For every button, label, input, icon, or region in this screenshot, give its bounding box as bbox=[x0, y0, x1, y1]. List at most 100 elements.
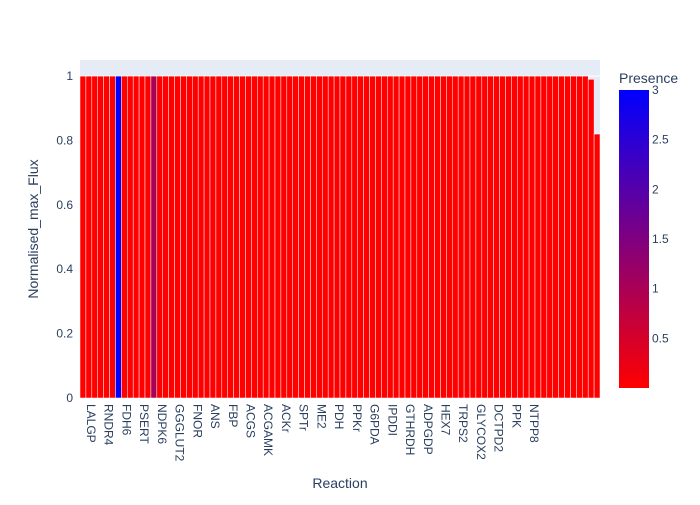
bar[interactable] bbox=[180, 75, 187, 399]
bar[interactable] bbox=[251, 75, 258, 399]
bar[interactable] bbox=[138, 75, 146, 399]
bar[interactable] bbox=[398, 75, 406, 399]
bar[interactable] bbox=[511, 75, 518, 399]
bar[interactable] bbox=[215, 75, 223, 399]
bar[interactable] bbox=[410, 75, 418, 399]
bar[interactable] bbox=[487, 75, 494, 399]
bar[interactable] bbox=[428, 75, 435, 399]
bar[interactable] bbox=[186, 75, 193, 399]
bar[interactable] bbox=[203, 75, 211, 399]
bar[interactable] bbox=[233, 75, 240, 399]
bar[interactable] bbox=[257, 75, 264, 399]
x-tick-label: LALGP bbox=[84, 404, 98, 443]
bar[interactable] bbox=[345, 75, 353, 399]
bar[interactable] bbox=[434, 75, 441, 399]
bar[interactable] bbox=[162, 75, 169, 399]
bar[interactable] bbox=[392, 75, 400, 399]
bar[interactable] bbox=[274, 75, 282, 399]
bar[interactable] bbox=[422, 75, 429, 399]
y-tick-label: 0.6 bbox=[56, 198, 73, 212]
bar[interactable] bbox=[493, 75, 500, 399]
x-tick-label: ADPGDP bbox=[421, 404, 435, 455]
bar[interactable] bbox=[168, 75, 175, 399]
bar[interactable] bbox=[144, 75, 152, 399]
bar[interactable] bbox=[115, 75, 122, 399]
bar[interactable] bbox=[85, 75, 93, 399]
y-tick-label: 0.8 bbox=[56, 133, 73, 147]
bar[interactable] bbox=[469, 75, 477, 399]
x-tick-label: ME2 bbox=[314, 404, 328, 429]
bar[interactable] bbox=[546, 75, 553, 399]
bar[interactable] bbox=[156, 75, 163, 399]
bar[interactable] bbox=[127, 75, 134, 399]
bar[interactable] bbox=[298, 75, 305, 399]
bar[interactable] bbox=[79, 75, 87, 399]
bar[interactable] bbox=[481, 75, 488, 399]
bar[interactable] bbox=[475, 75, 483, 399]
bar[interactable] bbox=[387, 75, 394, 399]
bar[interactable] bbox=[587, 79, 595, 399]
bar[interactable] bbox=[463, 75, 471, 399]
bar[interactable] bbox=[316, 75, 323, 399]
bar[interactable] bbox=[522, 75, 530, 399]
bar[interactable] bbox=[174, 75, 181, 399]
bar[interactable] bbox=[452, 75, 459, 399]
bar[interactable] bbox=[121, 75, 128, 399]
bar[interactable] bbox=[357, 75, 364, 399]
bar[interactable] bbox=[416, 75, 423, 399]
bar[interactable] bbox=[505, 75, 512, 399]
bar[interactable] bbox=[564, 75, 571, 399]
bar[interactable] bbox=[558, 75, 565, 399]
bar[interactable] bbox=[91, 75, 98, 399]
bar[interactable] bbox=[103, 75, 110, 399]
bar[interactable] bbox=[192, 75, 199, 399]
bar[interactable] bbox=[363, 75, 370, 399]
bar[interactable] bbox=[528, 75, 536, 399]
bars-group[interactable] bbox=[79, 75, 601, 399]
bar[interactable] bbox=[239, 75, 246, 399]
bar[interactable] bbox=[97, 75, 104, 399]
bar[interactable] bbox=[351, 75, 358, 399]
bar[interactable] bbox=[268, 75, 276, 399]
bar[interactable] bbox=[132, 75, 140, 399]
bar[interactable] bbox=[440, 75, 447, 399]
y-tick-label: 1 bbox=[66, 69, 73, 83]
bar[interactable] bbox=[381, 75, 388, 399]
bar[interactable] bbox=[286, 75, 293, 399]
bar[interactable] bbox=[322, 75, 329, 399]
bar[interactable] bbox=[109, 75, 116, 399]
bar[interactable] bbox=[369, 75, 376, 399]
bar[interactable] bbox=[517, 75, 524, 399]
y-axis-ticks: 0 0.2 0.4 0.6 0.8 1 bbox=[56, 69, 73, 405]
bar[interactable] bbox=[197, 75, 205, 399]
bar[interactable] bbox=[339, 75, 347, 399]
bar[interactable] bbox=[221, 75, 228, 399]
bar[interactable] bbox=[280, 75, 288, 399]
bar[interactable] bbox=[262, 75, 270, 399]
bar[interactable] bbox=[310, 75, 317, 399]
bar[interactable] bbox=[593, 133, 601, 399]
bar[interactable] bbox=[404, 75, 412, 399]
bar[interactable] bbox=[457, 75, 465, 399]
bar[interactable] bbox=[552, 75, 559, 399]
bar[interactable] bbox=[534, 75, 542, 399]
bar[interactable] bbox=[150, 75, 158, 399]
bar[interactable] bbox=[245, 75, 252, 399]
bar[interactable] bbox=[333, 75, 341, 399]
bar[interactable] bbox=[304, 75, 311, 399]
bar[interactable] bbox=[540, 75, 548, 399]
colorbar-ticks: 0.5 1 1.5 2 2.5 3 bbox=[652, 83, 669, 345]
bar[interactable] bbox=[375, 75, 382, 399]
bar[interactable] bbox=[499, 75, 506, 399]
bar[interactable] bbox=[582, 75, 589, 399]
bar[interactable] bbox=[570, 75, 577, 399]
colorbar-tick-label: 2.5 bbox=[652, 133, 669, 147]
bar[interactable] bbox=[327, 75, 335, 399]
bar[interactable] bbox=[446, 75, 453, 399]
bar[interactable] bbox=[227, 75, 234, 399]
bar[interactable] bbox=[209, 75, 217, 399]
x-tick-label: GGGLUT2 bbox=[173, 404, 187, 462]
bar[interactable] bbox=[576, 75, 583, 399]
bar[interactable] bbox=[292, 75, 299, 399]
